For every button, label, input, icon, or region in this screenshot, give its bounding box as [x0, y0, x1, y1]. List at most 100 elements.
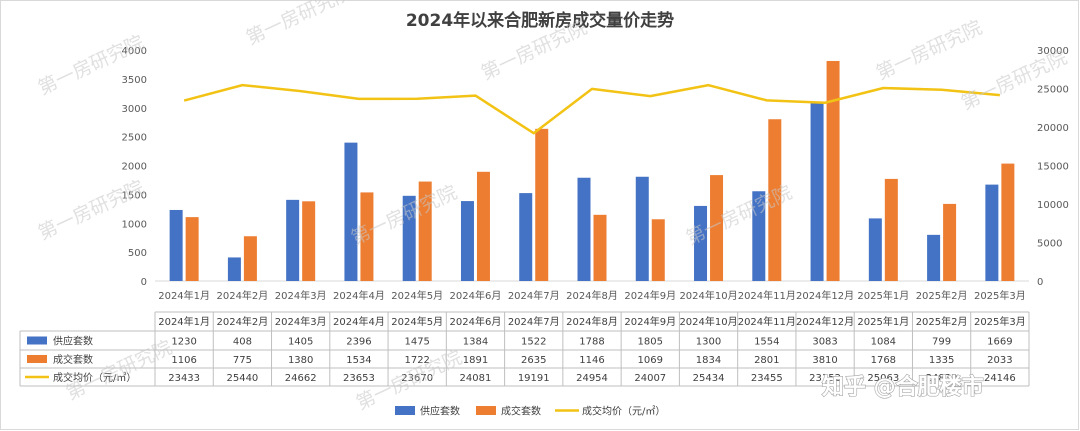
table-cell: 1669 — [987, 337, 1012, 348]
supply-bar — [402, 195, 416, 281]
legend-label: 供应套数 — [420, 405, 460, 418]
watermark: 第一房研究院 — [35, 176, 148, 244]
table-cell: 23670 — [401, 373, 433, 384]
table-cell: 775 — [233, 355, 252, 366]
table-cell: 1554 — [754, 337, 779, 348]
left-axis-tick: 2500 — [122, 133, 147, 144]
table-cell: 1522 — [521, 337, 546, 348]
table-legend-key — [27, 355, 47, 363]
table-header-cell: 2024年2月 — [216, 315, 268, 328]
supply-bar — [694, 205, 708, 281]
watermark: 第一房研究院 — [873, 16, 986, 84]
table-cell: 25063 — [867, 373, 899, 384]
credit-text: 知乎 @合肥楼市 — [822, 374, 984, 400]
sales-bar — [302, 201, 316, 281]
category-label: 2024年5月 — [391, 289, 443, 302]
right-axis-tick: 0 — [1037, 277, 1043, 288]
right-axis-tick: 25000 — [1037, 85, 1069, 96]
sales-bar — [593, 214, 607, 281]
sales-bar — [768, 119, 782, 281]
table-cell: 1300 — [696, 337, 721, 348]
sales-bar — [884, 178, 898, 281]
category-label: 2024年9月 — [624, 289, 676, 302]
supply-bar — [635, 176, 649, 281]
supply-bar — [460, 201, 474, 281]
legend-label: 成交套数 — [501, 405, 541, 418]
table-cell: 2033 — [987, 355, 1012, 366]
table-cell: 1722 — [404, 355, 429, 366]
category-label: 2024年2月 — [216, 289, 268, 302]
price-line — [183, 83, 1000, 135]
supply-bar — [868, 218, 882, 281]
table-header-cell: 2024年8月 — [566, 315, 618, 328]
table-header-cell: 2024年11月 — [738, 315, 796, 328]
table-row-label: 供应套数 — [53, 335, 93, 348]
table-cell: 408 — [233, 337, 252, 348]
table-header-cell: 2024年5月 — [391, 315, 443, 328]
table-cell: 1788 — [579, 337, 604, 348]
table-cell: 1230 — [171, 337, 196, 348]
table-header-cell: 2024年9月 — [624, 315, 676, 328]
table-cell: 1534 — [346, 355, 371, 366]
table-header-cell: 2024年6月 — [450, 315, 502, 328]
supply-bar — [227, 257, 241, 281]
supply-bar — [344, 142, 358, 281]
left-axis-tick: 1500 — [122, 190, 147, 201]
sales-bar — [535, 128, 549, 281]
legend-key — [395, 406, 415, 415]
table-cell: 23653 — [343, 373, 375, 384]
sales-bar — [185, 217, 199, 281]
sales-bar — [418, 181, 432, 281]
right-axis-tick: 15000 — [1037, 162, 1069, 173]
supply-bar — [519, 193, 533, 281]
category-label: 2025年3月 — [974, 289, 1026, 302]
table-cell: 25434 — [693, 373, 725, 384]
table-cell: 2801 — [754, 355, 779, 366]
category-label: 2024年3月 — [275, 289, 327, 302]
table-cell: 1834 — [696, 355, 721, 366]
table-cell: 23152 — [809, 373, 841, 384]
table-cell: 1106 — [171, 355, 196, 366]
chart-title: 2024年以来合肥新房成交量价走势 — [406, 10, 674, 31]
category-label: 2024年10月 — [679, 289, 737, 302]
category-label: 2024年6月 — [450, 289, 502, 302]
supply-bar — [927, 234, 941, 281]
table-header-cell: 2024年3月 — [275, 315, 327, 328]
category-label: 2024年11月 — [738, 289, 796, 302]
supply-bar — [286, 199, 300, 281]
table-cell: 24146 — [984, 373, 1016, 384]
table-cell: 2635 — [521, 355, 546, 366]
table-cell: 24832 — [926, 373, 958, 384]
table-header-cell: 2024年7月 — [508, 315, 560, 328]
table-cell: 2396 — [346, 337, 371, 348]
table-cell: 1335 — [929, 355, 954, 366]
watermark: 第一房研究院 — [35, 31, 148, 99]
supply-bar — [810, 102, 824, 281]
supply-bar — [752, 191, 766, 281]
table-cell: 23455 — [751, 373, 783, 384]
table-cell: 1146 — [579, 355, 604, 366]
right-axis-tick: 5000 — [1037, 239, 1062, 250]
table-header-cell: 2024年10月 — [679, 315, 737, 328]
watermark: 第一房研究院 — [958, 46, 1071, 114]
sales-bar — [651, 219, 665, 281]
legend-key — [476, 406, 496, 415]
category-label: 2024年7月 — [508, 289, 560, 302]
table-cell: 1405 — [288, 337, 313, 348]
table-header-cell: 2024年1月 — [158, 315, 210, 328]
table-legend-key — [27, 336, 47, 345]
supply-bar — [577, 177, 591, 281]
right-axis-tick: 30000 — [1037, 46, 1069, 57]
table-cell: 1805 — [638, 337, 663, 348]
table-header-cell: 2025年2月 — [916, 315, 968, 328]
table-header-cell: 2025年3月 — [974, 315, 1026, 328]
table-header-cell: 2024年4月 — [333, 315, 385, 328]
right-axis-tick: 20000 — [1037, 123, 1069, 134]
sales-bar — [710, 175, 724, 281]
table-cell: 23433 — [168, 373, 200, 384]
sales-bar — [243, 236, 257, 281]
left-axis-tick: 3500 — [122, 75, 147, 86]
left-axis-tick: 2000 — [122, 162, 147, 173]
table-cell: 799 — [932, 337, 951, 348]
